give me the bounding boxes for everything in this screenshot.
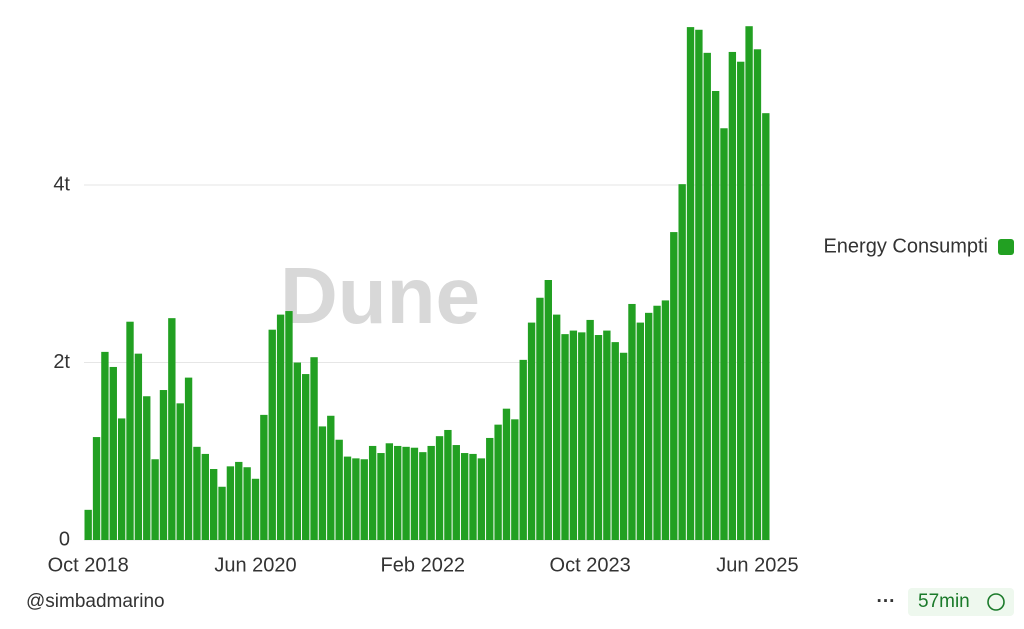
bar <box>452 445 460 540</box>
legend-swatch <box>998 239 1014 255</box>
x-tick-label: Feb 2022 <box>381 554 466 576</box>
x-tick-label: Jun 2020 <box>214 554 296 576</box>
bar <box>519 359 527 540</box>
refresh-time[interactable]: 57min <box>918 591 970 612</box>
bar <box>84 509 92 540</box>
bar <box>536 297 544 540</box>
bar <box>335 439 343 540</box>
bar <box>193 446 201 540</box>
bar <box>134 353 143 540</box>
bar <box>444 429 452 540</box>
bar <box>394 445 402 540</box>
bar <box>594 335 603 540</box>
bar <box>377 453 385 540</box>
bar <box>226 466 235 540</box>
bar <box>561 334 569 540</box>
bar <box>670 232 678 540</box>
bar <box>293 362 302 540</box>
bar <box>460 453 469 540</box>
legend-label: Energy Consumpti <box>823 235 988 257</box>
bar <box>368 445 377 540</box>
bar <box>703 52 711 540</box>
bar <box>410 447 419 540</box>
bar <box>753 49 762 541</box>
bar <box>477 458 486 540</box>
bar <box>243 467 251 540</box>
bar <box>168 318 176 540</box>
bar <box>745 26 753 540</box>
bar <box>385 443 394 540</box>
bar <box>586 319 594 540</box>
bar <box>268 329 276 540</box>
bar <box>151 459 159 540</box>
bar <box>435 436 444 540</box>
bar <box>728 51 737 540</box>
bar <box>352 458 360 540</box>
bar <box>126 321 134 540</box>
bar <box>343 456 352 540</box>
bar <box>285 311 293 540</box>
bar <box>720 128 728 540</box>
bar <box>235 461 243 540</box>
bar <box>402 446 410 540</box>
bar <box>143 396 151 540</box>
y-tick-label: 0 <box>59 528 70 550</box>
bar <box>695 29 703 541</box>
bar <box>251 478 260 540</box>
bar <box>184 377 193 540</box>
x-tick-label: Jun 2025 <box>716 554 798 576</box>
bar <box>209 469 218 540</box>
bar <box>310 357 318 540</box>
bar <box>569 330 578 540</box>
bar <box>611 342 619 540</box>
bar <box>469 453 477 540</box>
x-tick-label: Oct 2018 <box>48 554 129 576</box>
bar <box>619 352 628 540</box>
menu-dots[interactable]: ··· <box>877 591 896 612</box>
bar <box>318 426 327 540</box>
bar <box>603 330 611 540</box>
bar <box>260 414 268 540</box>
bar <box>486 437 494 540</box>
bar <box>653 305 661 540</box>
bar <box>762 113 770 540</box>
bar <box>327 415 335 540</box>
bar <box>527 322 536 540</box>
watermark: Dune <box>280 251 480 340</box>
bar <box>686 27 695 540</box>
author[interactable]: @simbadmarino <box>26 591 165 612</box>
bar <box>159 390 168 540</box>
y-tick-label: 4t <box>53 173 70 195</box>
bar <box>92 437 101 540</box>
bar <box>276 314 285 540</box>
bar <box>645 312 653 540</box>
y-tick-label: 2t <box>53 351 70 373</box>
bar <box>109 366 117 540</box>
bar <box>552 314 561 540</box>
bar <box>502 408 511 540</box>
bar <box>494 424 502 540</box>
bar <box>176 403 184 540</box>
bar <box>117 418 126 540</box>
bar <box>636 322 645 540</box>
bar <box>661 300 670 540</box>
bar <box>578 332 586 540</box>
bar <box>628 303 636 540</box>
bar <box>302 374 310 540</box>
bar <box>201 453 209 540</box>
bar <box>427 445 435 540</box>
refresh-badge[interactable] <box>908 588 1014 616</box>
bar <box>737 61 745 541</box>
x-tick-label: Oct 2023 <box>550 554 631 576</box>
bar <box>419 452 427 540</box>
bar <box>101 351 109 540</box>
bar <box>511 419 519 540</box>
check-icon <box>987 593 1005 611</box>
bar <box>544 280 552 540</box>
bar <box>711 90 720 541</box>
bar <box>218 486 226 540</box>
bar <box>360 459 368 540</box>
bar <box>678 184 686 540</box>
